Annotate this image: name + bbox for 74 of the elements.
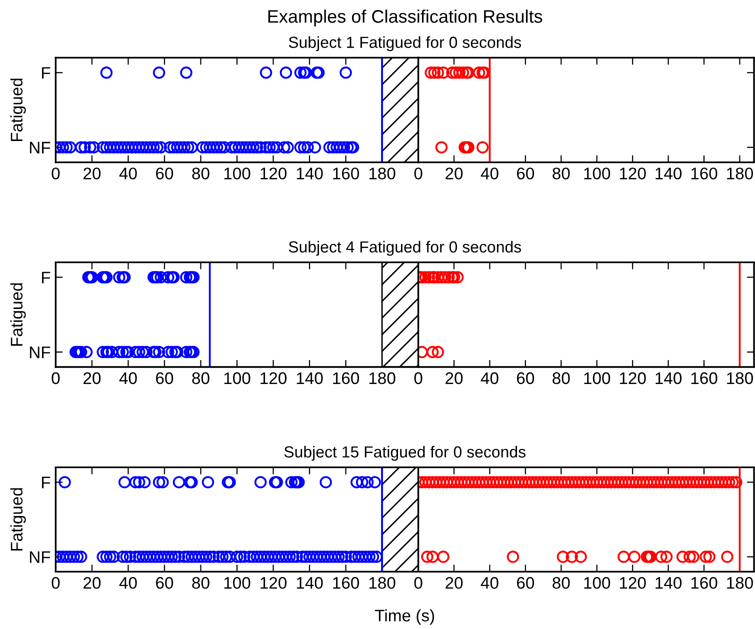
x-tick-label: 80 bbox=[552, 168, 570, 180]
x-tick-label: 140 bbox=[296, 577, 323, 589]
x-tick-label: 160 bbox=[691, 577, 718, 589]
x-tick-label: 0 bbox=[414, 372, 422, 384]
x-tick-label: 80 bbox=[192, 372, 210, 384]
x-tick-label: 20 bbox=[84, 168, 101, 180]
x-tick-label: 0 bbox=[52, 168, 60, 180]
x-tick-label: 180 bbox=[369, 168, 396, 180]
x-tick-label: 100 bbox=[224, 168, 250, 180]
x-tick-label: 20 bbox=[446, 372, 463, 384]
y-tick-label: F bbox=[42, 272, 50, 284]
x-tick-label: 60 bbox=[156, 372, 174, 384]
chart-subtitle: Subject 1 Fatigued for 0 seconds bbox=[288, 36, 522, 52]
x-tick-label: 20 bbox=[446, 577, 463, 589]
y-axis-title: Fatigued bbox=[10, 78, 26, 142]
x-axis-title: Time (s) bbox=[374, 609, 434, 625]
x-tick-label: 120 bbox=[620, 372, 646, 384]
x-tick-label: 40 bbox=[119, 577, 137, 589]
x-tick-label: 60 bbox=[517, 372, 534, 384]
y-tick-label: F bbox=[42, 476, 50, 488]
x-tick-label: 40 bbox=[480, 577, 498, 589]
x-tick-label: 160 bbox=[333, 372, 360, 384]
x-tick-label: 20 bbox=[84, 577, 101, 589]
x-tick-label: 160 bbox=[691, 168, 718, 180]
x-tick-label: 60 bbox=[156, 168, 174, 180]
x-tick-label: 140 bbox=[296, 372, 323, 384]
x-tick-label: 120 bbox=[260, 577, 287, 589]
y-tick-label: F bbox=[42, 67, 50, 79]
x-tick-label: 0 bbox=[414, 577, 422, 589]
x-tick-label: 20 bbox=[84, 372, 101, 384]
x-tick-label: 140 bbox=[656, 168, 682, 180]
x-tick-label: 60 bbox=[517, 168, 534, 180]
x-tick-label: 0 bbox=[414, 168, 422, 180]
x-tick-label: 180 bbox=[369, 577, 396, 589]
x-tick-label: 80 bbox=[552, 577, 570, 589]
x-tick-label: 100 bbox=[584, 577, 610, 589]
y-axis-title: Fatigued bbox=[10, 488, 26, 551]
x-tick-label: 120 bbox=[260, 168, 287, 180]
x-tick-label: 160 bbox=[333, 577, 360, 589]
x-tick-label: 120 bbox=[260, 372, 287, 384]
x-tick-label: 100 bbox=[584, 372, 610, 384]
x-tick-label: 60 bbox=[517, 577, 534, 589]
x-tick-label: 180 bbox=[727, 577, 753, 589]
x-tick-label: 160 bbox=[691, 372, 718, 384]
x-tick-label: 80 bbox=[552, 372, 570, 384]
x-tick-label: 0 bbox=[52, 372, 60, 384]
chart-title: Subject 15 Fatigued for 0 seconds bbox=[284, 446, 526, 461]
x-tick-label: 40 bbox=[119, 168, 137, 180]
x-tick-label: 160 bbox=[333, 168, 360, 180]
x-tick-label: 40 bbox=[480, 372, 498, 384]
x-tick-label: 20 bbox=[446, 168, 463, 180]
x-tick-label: 180 bbox=[727, 372, 753, 384]
y-tick-label: NF bbox=[30, 346, 50, 358]
x-tick-label: 80 bbox=[192, 577, 210, 589]
x-tick-label: 40 bbox=[119, 372, 137, 384]
x-tick-label: 120 bbox=[620, 168, 646, 180]
x-tick-label: 100 bbox=[224, 577, 250, 589]
y-tick-label: NF bbox=[30, 551, 50, 563]
chart-title: Examples of Classification Results bbox=[268, 10, 542, 26]
x-tick-label: 40 bbox=[480, 168, 498, 180]
x-tick-label: 180 bbox=[727, 168, 753, 180]
x-tick-label: 60 bbox=[156, 577, 174, 589]
y-axis-title: Fatigued bbox=[10, 283, 26, 346]
x-tick-label: 80 bbox=[192, 168, 210, 180]
x-tick-label: 0 bbox=[52, 577, 60, 589]
x-tick-label: 180 bbox=[369, 372, 396, 384]
x-tick-label: 100 bbox=[584, 168, 610, 180]
x-tick-label: 120 bbox=[620, 577, 646, 589]
y-tick-label: NF bbox=[30, 142, 50, 154]
x-tick-label: 100 bbox=[224, 372, 250, 384]
chart-title: Subject 4 Fatigued for 0 seconds bbox=[288, 240, 522, 256]
x-tick-label: 140 bbox=[656, 577, 682, 589]
x-tick-label: 140 bbox=[656, 372, 682, 384]
x-tick-label: 140 bbox=[296, 168, 323, 180]
